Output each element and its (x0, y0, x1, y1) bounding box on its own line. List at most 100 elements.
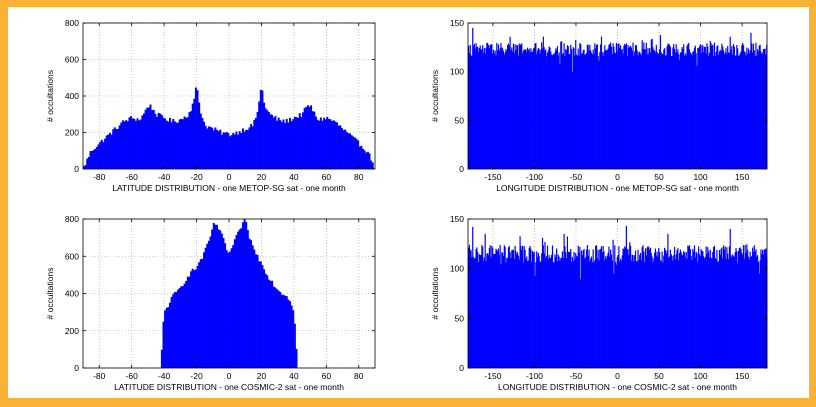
bar (298, 113, 301, 169)
bar (747, 53, 749, 170)
bar (498, 254, 500, 368)
x-tick-label: 40 (289, 371, 299, 381)
bar (285, 118, 288, 169)
bar (651, 256, 653, 368)
bar (535, 42, 537, 169)
bar (565, 49, 567, 170)
bar (327, 119, 330, 169)
bar (617, 254, 619, 368)
x-tick-label: -100 (526, 371, 543, 381)
bar (196, 265, 199, 368)
bar (595, 245, 597, 368)
bar (95, 146, 98, 169)
bar (99, 141, 102, 169)
bar (727, 52, 730, 169)
bar (482, 45, 484, 169)
bar (662, 262, 664, 368)
bar (540, 261, 542, 368)
bar (147, 107, 150, 169)
bar (235, 235, 238, 368)
bar (705, 53, 707, 169)
bar (276, 120, 279, 169)
bar (542, 36, 544, 169)
bar (723, 249, 725, 368)
bar (468, 53, 471, 169)
x-tick-label: 50 (654, 371, 664, 381)
bar (160, 114, 163, 169)
bar (762, 254, 765, 368)
bar (271, 114, 274, 169)
bar (598, 260, 600, 368)
bar (564, 55, 566, 169)
bar (765, 54, 767, 169)
bar (370, 160, 373, 169)
bar (600, 44, 602, 169)
bar (497, 248, 500, 368)
bar (230, 135, 233, 169)
x-tick-label: 0 (615, 172, 620, 182)
bar (748, 53, 750, 169)
bar (750, 32, 752, 170)
bar (324, 119, 327, 169)
bar (619, 261, 621, 368)
bar (477, 251, 479, 368)
bar (321, 120, 324, 169)
bar (688, 42, 690, 169)
x-tick-label: -50 (570, 172, 583, 182)
bar (585, 52, 588, 169)
bar (561, 54, 564, 169)
bar (660, 52, 662, 169)
x-tick-label: 150 (735, 371, 749, 381)
bar (667, 43, 669, 169)
bar (582, 50, 584, 169)
bar (531, 52, 534, 169)
bar (512, 250, 514, 368)
bar (554, 52, 556, 169)
bar (248, 127, 251, 169)
bar (165, 307, 168, 368)
bar (613, 46, 615, 170)
bar (547, 50, 549, 169)
bar (736, 44, 738, 169)
bar (694, 45, 696, 169)
bar (653, 49, 655, 169)
bar (650, 253, 652, 368)
bar (599, 249, 601, 368)
x-tick-label: 100 (693, 172, 707, 182)
bar (601, 52, 603, 170)
bar (475, 249, 477, 368)
bar (759, 260, 761, 368)
bar (698, 246, 700, 368)
bar (729, 228, 731, 368)
y-tick-label: 800 (65, 18, 79, 28)
bar (112, 129, 115, 169)
bar (264, 273, 267, 368)
bar (507, 43, 510, 169)
x-tick-label: -80 (93, 172, 106, 182)
bar (484, 53, 486, 169)
bar (180, 286, 183, 368)
bar (716, 250, 718, 368)
bar (548, 46, 550, 169)
bar (566, 45, 569, 169)
bar (684, 257, 686, 368)
bar (478, 48, 480, 170)
bar (245, 221, 248, 368)
bar (352, 136, 355, 169)
bar (630, 260, 632, 368)
bar (666, 46, 668, 169)
bar (696, 65, 698, 169)
bar (528, 247, 530, 368)
bar (696, 253, 698, 368)
bar (678, 260, 680, 368)
bar (489, 245, 491, 368)
bar (337, 125, 340, 169)
bar (566, 50, 568, 169)
bar (539, 261, 541, 368)
bar (577, 48, 579, 170)
bar (546, 52, 549, 169)
bar (690, 255, 692, 368)
bar (738, 55, 740, 169)
bar (237, 231, 240, 368)
bar (564, 246, 566, 368)
